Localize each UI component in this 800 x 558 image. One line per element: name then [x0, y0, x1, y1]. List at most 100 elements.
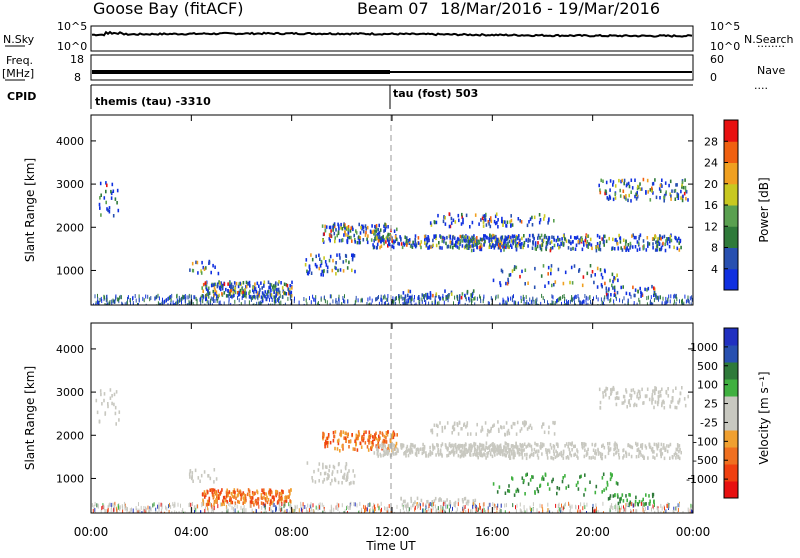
echo-cell — [635, 192, 637, 196]
echo-cell — [214, 292, 216, 296]
clutter-cell — [234, 503, 236, 508]
echo-cell — [583, 442, 586, 446]
echo-cell — [415, 450, 418, 455]
echo-cell — [612, 494, 615, 498]
echo-cell — [306, 269, 308, 274]
clutter-cell — [354, 300, 356, 305]
echo-cell — [681, 183, 683, 187]
echo-cell — [214, 500, 216, 504]
echo-cell — [341, 481, 343, 485]
echo-cell — [621, 248, 624, 252]
time-tick-labels: 00:00 04:00 08:00 12:00 16:00 20:00 00:00 — [74, 525, 711, 539]
echo-cell — [216, 294, 218, 298]
clutter-cell — [275, 505, 277, 510]
echo-cell — [635, 197, 638, 201]
clutter-cell — [487, 509, 489, 513]
echo-cell — [513, 265, 516, 269]
clutter-cell — [161, 300, 163, 305]
echo-cell — [472, 244, 474, 248]
clutter-cell — [656, 505, 658, 510]
clutter-cell — [483, 296, 485, 301]
clutter-cell — [602, 501, 604, 506]
echo-cell — [599, 190, 602, 195]
clutter-cell — [169, 502, 170, 507]
echo-cell — [414, 244, 417, 249]
clutter-cell — [300, 507, 302, 512]
echo-cell — [331, 472, 333, 476]
echo-cell — [529, 217, 532, 221]
echo-cell — [543, 430, 546, 434]
echo-cell — [105, 189, 107, 194]
clutter-cell — [590, 299, 591, 304]
echo-cell — [674, 451, 677, 455]
echo-cell — [499, 245, 501, 249]
echo-cell — [541, 425, 543, 429]
echo-cell — [484, 218, 487, 222]
echo-cell — [495, 212, 498, 216]
echo-cell — [381, 444, 383, 449]
echo-cell — [609, 392, 612, 396]
echo-cell — [373, 435, 376, 439]
echo-cell — [577, 456, 579, 460]
echo-cell — [343, 222, 345, 226]
echo-cell — [610, 293, 612, 297]
clutter-cell — [464, 505, 466, 509]
echo-cell — [485, 441, 488, 445]
echo-cell — [473, 441, 475, 446]
clutter-cell — [677, 511, 679, 513]
echo-cell — [653, 286, 655, 290]
echo-cell — [566, 455, 569, 459]
echo-cell — [332, 464, 335, 469]
echo-cell — [551, 456, 553, 460]
echo-cell — [385, 451, 387, 455]
echo-cell — [504, 449, 507, 453]
echo-cell — [501, 219, 503, 224]
echo-cell — [377, 445, 379, 449]
echo-cell — [677, 401, 680, 405]
echo-cell — [614, 192, 616, 196]
clutter-cell — [137, 302, 138, 305]
clutter-cell — [664, 506, 665, 511]
clutter-cell — [619, 510, 621, 513]
echo-cell — [368, 430, 371, 434]
clutter-cell — [289, 510, 291, 513]
echo-cell — [431, 451, 434, 455]
echo-cell — [318, 253, 320, 258]
echo-cell — [590, 274, 593, 278]
echo-cell — [374, 224, 376, 229]
echo-cell — [564, 270, 567, 275]
echo-cell — [191, 471, 194, 475]
echo-cell — [614, 441, 616, 445]
echo-cell — [660, 237, 662, 241]
echo-cell — [230, 289, 233, 293]
echo-cell — [509, 454, 511, 458]
echo-cell — [485, 456, 487, 460]
clutter-cell — [587, 302, 589, 305]
clutter-cell — [663, 510, 665, 513]
clutter-cell — [500, 509, 502, 513]
echo-cell — [523, 234, 525, 238]
echo-cell — [444, 216, 446, 220]
clutter-cell — [193, 295, 195, 300]
echo-cell — [658, 187, 661, 191]
clutter-cell — [485, 509, 487, 513]
echo-cell — [423, 449, 425, 454]
echo-cell — [403, 451, 406, 455]
clutter-cell — [270, 506, 272, 511]
echo-cell — [482, 214, 485, 218]
echo-cell — [379, 430, 381, 435]
echo-cell — [290, 488, 292, 492]
clutter-cell — [595, 295, 597, 300]
clutter-cell — [682, 298, 683, 303]
echo-cell — [506, 282, 509, 286]
echo-cell — [594, 449, 597, 453]
clutter-cell — [479, 505, 481, 510]
echo-cell — [511, 234, 514, 238]
echo-cell — [507, 443, 510, 447]
echo-cell — [221, 284, 223, 289]
echo-cell — [260, 492, 263, 497]
echo-cell — [385, 439, 387, 443]
echo-cell — [548, 425, 550, 429]
clutter-cell — [375, 511, 377, 513]
